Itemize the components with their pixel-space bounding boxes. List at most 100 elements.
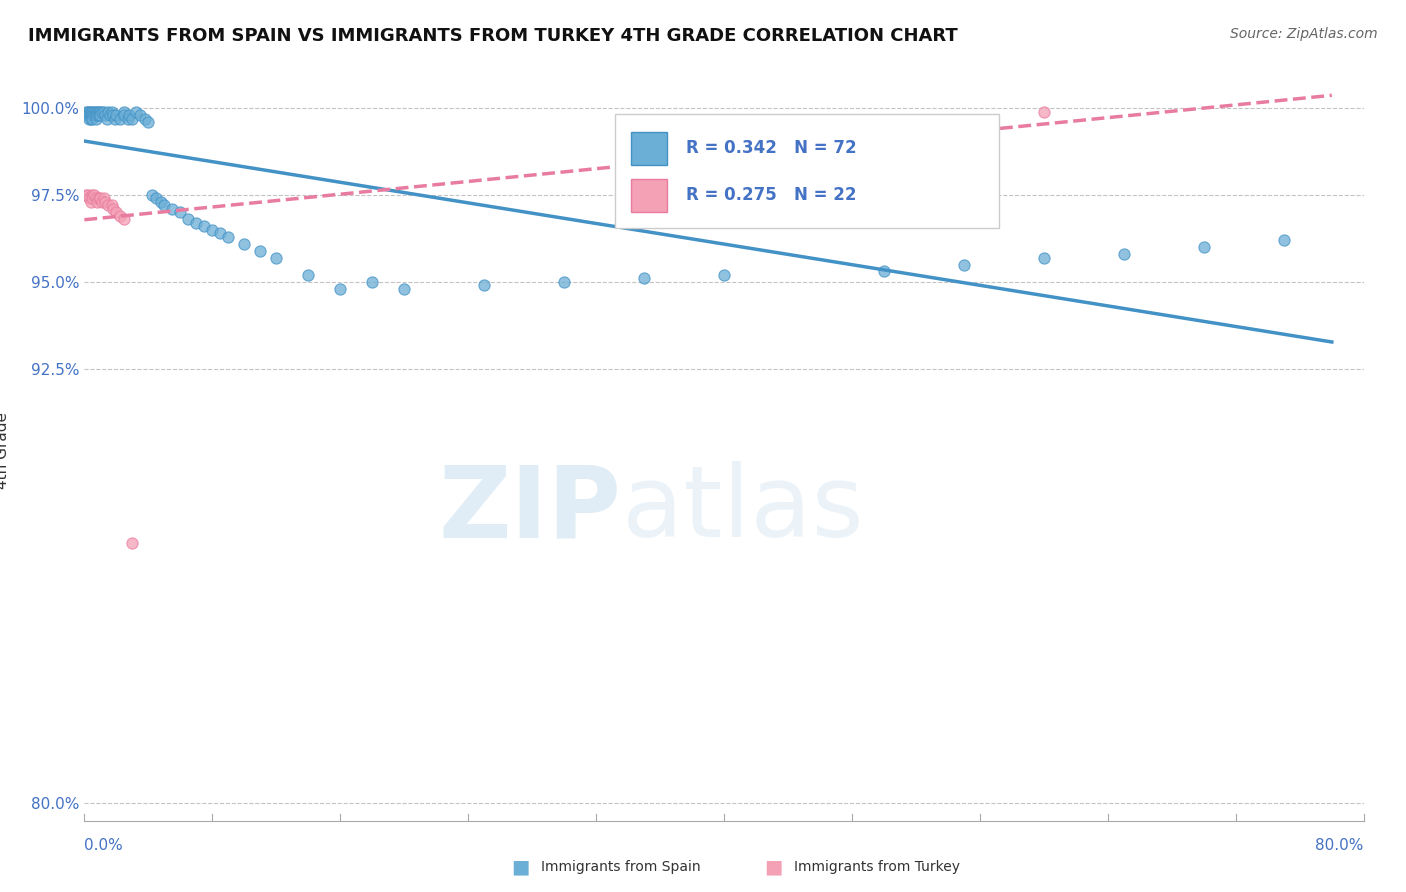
Point <box>124 104 146 119</box>
Point <box>77 108 100 122</box>
Bar <box>631 178 666 212</box>
Point <box>108 209 131 223</box>
Point <box>150 194 173 209</box>
Point <box>472 278 495 293</box>
Point <box>553 275 575 289</box>
Point <box>91 104 114 119</box>
Point <box>86 104 108 119</box>
Point <box>80 112 103 126</box>
Point <box>104 112 127 126</box>
Point <box>177 212 200 227</box>
Point <box>108 112 131 126</box>
Point <box>105 205 128 219</box>
Point <box>1272 233 1295 247</box>
Point <box>75 104 97 119</box>
Point <box>134 112 156 126</box>
Point <box>873 264 896 278</box>
Text: 80.0%: 80.0% <box>1316 838 1364 854</box>
Text: ■: ■ <box>510 857 530 877</box>
Point <box>75 188 97 202</box>
Point <box>82 108 104 122</box>
Point <box>87 104 110 119</box>
Point <box>233 236 256 251</box>
Point <box>394 282 416 296</box>
Point <box>80 108 103 122</box>
Point <box>89 191 111 205</box>
Point <box>86 108 108 122</box>
Point <box>129 108 152 122</box>
Text: R = 0.342   N = 72: R = 0.342 N = 72 <box>686 139 856 157</box>
Point <box>76 188 98 202</box>
Point <box>98 108 121 122</box>
Point <box>84 112 107 126</box>
Point <box>87 191 110 205</box>
Point <box>162 202 184 216</box>
Point <box>101 108 124 122</box>
Point <box>96 112 118 126</box>
Point <box>82 112 104 126</box>
Point <box>82 188 104 202</box>
Point <box>141 188 163 202</box>
Point <box>83 104 105 119</box>
Point <box>91 194 114 209</box>
Point <box>186 216 208 230</box>
Bar <box>631 132 666 165</box>
Point <box>361 275 384 289</box>
Text: Immigrants from Spain: Immigrants from Spain <box>541 860 702 874</box>
Point <box>1192 240 1215 254</box>
Point <box>145 191 167 205</box>
Point <box>84 191 107 205</box>
Point <box>264 251 288 265</box>
Point <box>633 271 655 285</box>
Point <box>83 108 105 122</box>
Text: atlas: atlas <box>621 461 863 558</box>
Point <box>97 198 120 212</box>
Text: Source: ZipAtlas.com: Source: ZipAtlas.com <box>1230 27 1378 41</box>
Text: Immigrants from Turkey: Immigrants from Turkey <box>794 860 960 874</box>
Point <box>84 104 107 119</box>
Point <box>83 188 105 202</box>
Point <box>209 226 232 240</box>
Point <box>201 223 224 237</box>
Point <box>105 108 128 122</box>
Point <box>297 268 319 282</box>
Point <box>112 108 135 122</box>
Point <box>1112 247 1135 261</box>
Point <box>100 198 122 212</box>
Point <box>169 205 191 219</box>
Point <box>118 108 141 122</box>
Text: ZIP: ZIP <box>439 461 621 558</box>
Point <box>77 104 100 119</box>
Point <box>93 191 115 205</box>
Point <box>100 104 122 119</box>
Point <box>249 244 271 258</box>
Text: IMMIGRANTS FROM SPAIN VS IMMIGRANTS FROM TURKEY 4TH GRADE CORRELATION CHART: IMMIGRANTS FROM SPAIN VS IMMIGRANTS FROM… <box>28 27 957 45</box>
Point <box>117 112 139 126</box>
Point <box>84 108 107 122</box>
Point <box>217 229 239 244</box>
Point <box>1032 104 1054 119</box>
Point <box>77 112 100 126</box>
FancyBboxPatch shape <box>616 113 1000 228</box>
Point <box>77 191 100 205</box>
Point <box>94 108 117 122</box>
Point <box>86 194 108 209</box>
Point <box>82 104 104 119</box>
Point <box>97 104 120 119</box>
Point <box>112 104 135 119</box>
Point <box>121 535 143 549</box>
Point <box>76 108 98 122</box>
Point <box>89 108 111 122</box>
Y-axis label: 4th Grade: 4th Grade <box>0 412 10 489</box>
Point <box>82 191 104 205</box>
Text: ■: ■ <box>763 857 783 877</box>
Point <box>80 194 103 209</box>
Point <box>1032 251 1054 265</box>
Point <box>94 194 117 209</box>
Point <box>329 282 352 296</box>
Point <box>193 219 215 234</box>
Point <box>112 212 135 227</box>
Point <box>153 198 176 212</box>
Point <box>713 268 735 282</box>
Point <box>76 104 98 119</box>
